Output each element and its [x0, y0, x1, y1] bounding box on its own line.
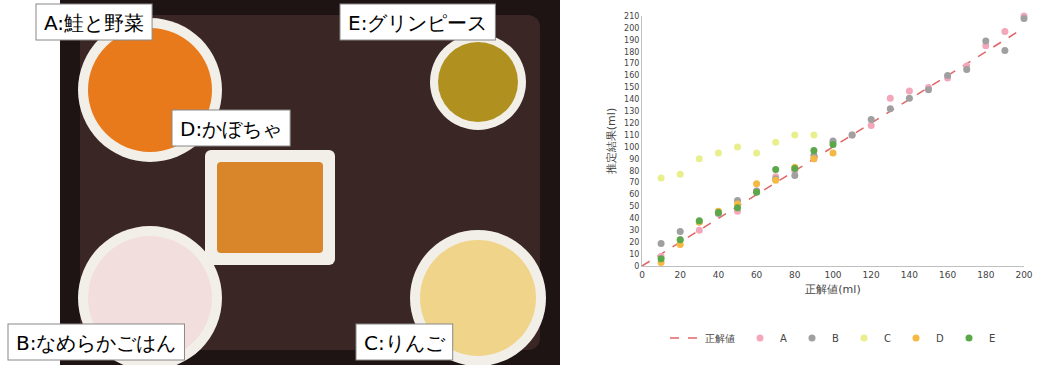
svg-text:60: 60: [629, 190, 639, 199]
svg-text:160: 160: [624, 71, 639, 80]
svg-text:80: 80: [789, 270, 801, 280]
svg-text:160: 160: [939, 270, 956, 280]
svg-text:A:鮭と野菜: A:鮭と野菜: [44, 11, 144, 35]
svg-text:0: 0: [634, 262, 639, 271]
svg-text:120: 120: [624, 119, 639, 128]
svg-text:110: 110: [624, 131, 639, 140]
svg-text:正解値(ml): 正解値(ml): [805, 283, 860, 296]
svg-text:30: 30: [629, 226, 639, 235]
svg-text:100: 100: [824, 270, 841, 280]
svg-text:D:かぼちゃ: D:かぼちゃ: [180, 117, 282, 141]
svg-text:10: 10: [629, 250, 639, 259]
svg-text:100: 100: [624, 143, 639, 152]
svg-text:60: 60: [751, 270, 763, 280]
svg-text:150: 150: [624, 83, 639, 92]
svg-text:210: 210: [624, 12, 639, 21]
svg-text:正解値: 正解値: [705, 333, 735, 344]
svg-text:E:グリンピース: E:グリンピース: [348, 11, 487, 35]
svg-text:200: 200: [624, 24, 639, 33]
svg-text:A: A: [780, 333, 787, 344]
svg-text:180: 180: [977, 270, 994, 280]
svg-text:20: 20: [629, 238, 639, 247]
svg-text:0: 0: [639, 270, 645, 280]
svg-text:140: 140: [901, 270, 918, 280]
svg-text:120: 120: [863, 270, 880, 280]
svg-text:40: 40: [713, 270, 725, 280]
svg-text:180: 180: [624, 48, 639, 57]
svg-text:40: 40: [629, 214, 639, 223]
svg-text:推定結果(ml): 推定結果(ml): [605, 108, 618, 174]
svg-text:90: 90: [629, 155, 639, 164]
svg-text:80: 80: [629, 167, 639, 176]
svg-text:C:りんご: C:りんご: [364, 331, 446, 355]
svg-text:D: D: [936, 333, 944, 344]
svg-text:170: 170: [624, 59, 639, 68]
svg-text:E: E: [989, 333, 995, 344]
svg-text:190: 190: [624, 36, 639, 45]
svg-text:140: 140: [624, 95, 639, 104]
svg-text:B:なめらかごはん: B:なめらかごはん: [16, 331, 176, 355]
svg-text:70: 70: [629, 178, 639, 187]
svg-text:130: 130: [624, 107, 639, 116]
svg-text:200: 200: [1015, 270, 1032, 280]
svg-text:C: C: [884, 333, 891, 344]
svg-text:20: 20: [674, 270, 686, 280]
svg-text:B: B: [832, 333, 839, 344]
svg-text:50: 50: [629, 202, 639, 211]
